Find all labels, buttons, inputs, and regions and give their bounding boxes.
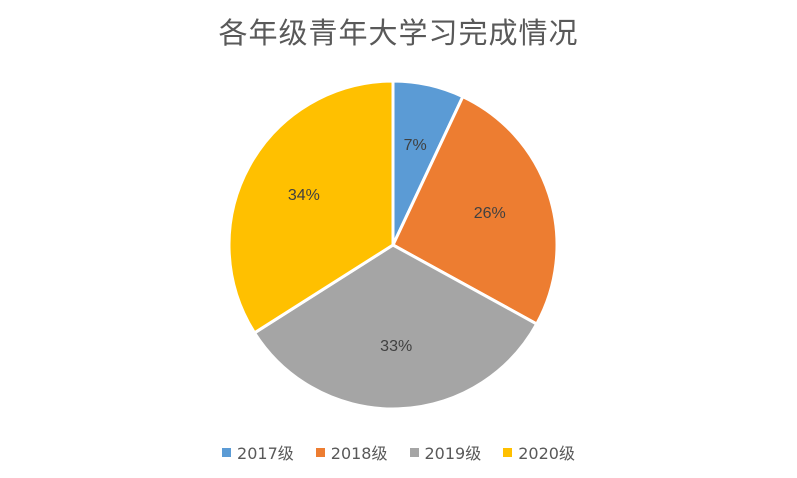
chart-title: 各年级青年大学习完成情况 <box>218 16 579 50</box>
pie-slice-2020级 <box>227 79 395 335</box>
legend-label: 2020级 <box>518 444 575 463</box>
legend-swatch <box>222 447 232 457</box>
legend-item-2019级: 2019级 <box>409 440 482 464</box>
legend-item-2018级: 2018级 <box>315 440 388 464</box>
legend-swatch <box>315 447 325 457</box>
legend: 2017级 2018级 2019级 2020级 <box>0 440 797 464</box>
slice-label-2018级: 26% <box>474 205 506 222</box>
legend-item-2020级: 2020级 <box>503 440 575 464</box>
slice-label-2019级: 33% <box>380 338 412 355</box>
legend-label: 2019级 <box>424 444 482 463</box>
legend-swatch <box>409 447 419 457</box>
legend-item-2017级: 2017级 <box>222 440 294 464</box>
slice-label-2020级: 34% <box>288 187 320 204</box>
pie-slice-2019级 <box>252 243 539 411</box>
legend-swatch <box>503 447 513 457</box>
slice-label-2017级: 7% <box>404 137 427 154</box>
legend-label: 2018级 <box>330 444 388 463</box>
legend-label: 2017级 <box>237 444 294 463</box>
